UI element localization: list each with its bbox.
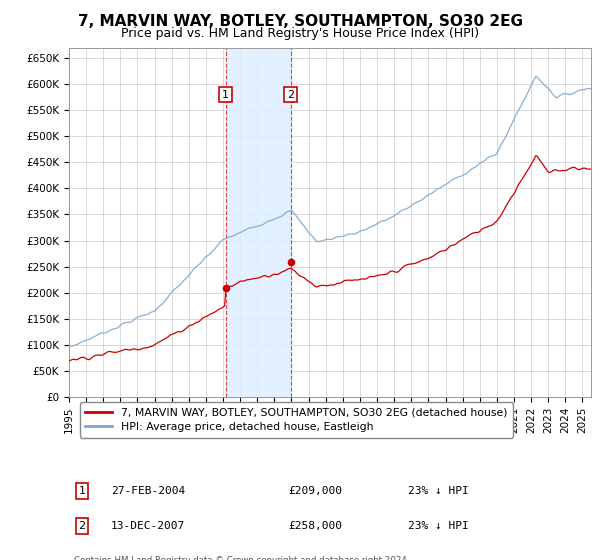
Text: £209,000: £209,000 — [288, 486, 342, 496]
Text: 2: 2 — [79, 521, 86, 531]
Text: £258,000: £258,000 — [288, 521, 342, 531]
Text: 2: 2 — [287, 90, 294, 100]
Text: 23% ↓ HPI: 23% ↓ HPI — [409, 521, 469, 531]
Text: Contains HM Land Registry data © Crown copyright and database right 2024.
This d: Contains HM Land Registry data © Crown c… — [74, 557, 410, 560]
Bar — [226, 48, 290, 397]
Text: 1: 1 — [79, 486, 86, 496]
Text: 27-FEB-2004: 27-FEB-2004 — [111, 486, 185, 496]
Text: Price paid vs. HM Land Registry's House Price Index (HPI): Price paid vs. HM Land Registry's House … — [121, 27, 479, 40]
Text: 1: 1 — [222, 90, 229, 100]
Text: 7, MARVIN WAY, BOTLEY, SOUTHAMPTON, SO30 2EG: 7, MARVIN WAY, BOTLEY, SOUTHAMPTON, SO30… — [77, 14, 523, 29]
Text: 13-DEC-2007: 13-DEC-2007 — [111, 521, 185, 531]
Legend: 7, MARVIN WAY, BOTLEY, SOUTHAMPTON, SO30 2EG (detached house), HPI: Average pric: 7, MARVIN WAY, BOTLEY, SOUTHAMPTON, SO30… — [80, 402, 513, 437]
Text: 23% ↓ HPI: 23% ↓ HPI — [409, 486, 469, 496]
